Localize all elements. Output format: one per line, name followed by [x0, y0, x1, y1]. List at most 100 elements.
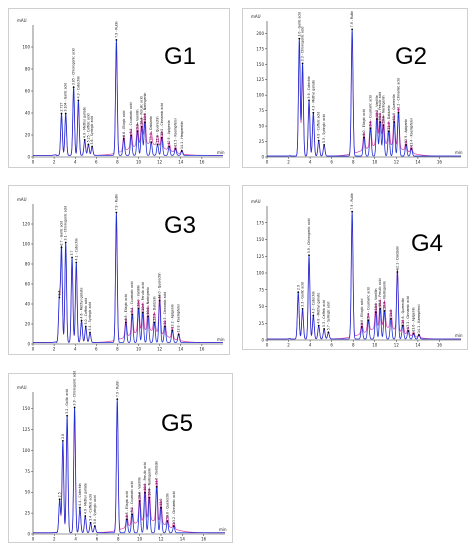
peak-marker [116, 398, 119, 400]
peak-marker [397, 111, 400, 114]
peak-label: 13.2 - Apigenin [170, 304, 174, 328]
peak-marker [297, 291, 300, 293]
peak-label: 5.4 - Caffeic acid [89, 494, 93, 521]
peak-marker [374, 311, 377, 314]
peak-label: 11.6 - Daidzein [155, 461, 159, 485]
peak-label: 12.2 - Cinnamic acid [396, 78, 400, 111]
peak-marker [418, 334, 420, 336]
peak-marker [71, 256, 73, 259]
y-tick-label: 80 [25, 67, 31, 72]
peak-marker [156, 143, 159, 146]
peak-marker [131, 313, 134, 316]
peak-label: 5.6 - Syringic acid [90, 116, 94, 145]
peak-marker [174, 147, 177, 150]
x-tick-label: 6 [330, 343, 333, 348]
peak-label: 13.4 - Kaempferol [409, 118, 413, 147]
peak-marker [166, 520, 169, 522]
peak-label: 10.9 - Naringenin [146, 287, 150, 315]
peak-label: 3.9 - Chlorogenic acid [73, 371, 77, 406]
peak-label: 3.9 - Catechin [307, 76, 311, 98]
peak-marker [115, 38, 118, 41]
peak-marker [150, 141, 153, 144]
peak-marker [351, 210, 354, 213]
peak-marker [376, 118, 378, 120]
peak-marker [412, 332, 415, 335]
peak-label: 7.9 - Rutin [350, 11, 354, 28]
chromatogram-g5-plot: mAU min 0 25 50 75 100 125 150 0 2 4 6 8 10 12 14 16 2.5 2.… [17, 371, 227, 542]
peak-marker [79, 506, 81, 509]
chart-body: mAU min 0 25 50 75 100 125 150 175 0 2 4 6 8 10 12 14 16 2.… [251, 193, 463, 347]
x-tick-label: 8 [117, 537, 120, 542]
peak-marker [401, 324, 404, 327]
peak-marker [155, 485, 158, 488]
x-tick-label: 2 [53, 537, 56, 542]
y-tick-label: 50 [25, 490, 31, 495]
peak-label: 13.8 - Kaempferol [177, 304, 181, 333]
x-tick-label: 10 [136, 160, 142, 165]
peak-label: 14.1 - Hesperetin [180, 121, 184, 149]
y-tick-label: 175 [256, 46, 264, 51]
x-tick-label: 4 [74, 160, 77, 165]
peak-marker [73, 406, 76, 409]
x-tick-label: 10 [372, 343, 378, 348]
y-tick-label: 75 [25, 469, 31, 474]
series-line-blue [33, 212, 223, 343]
peak-marker [367, 319, 370, 322]
y-axis-unit: mAU [251, 199, 261, 204]
peak-marker [317, 139, 320, 142]
peak-marker [124, 321, 127, 324]
peak-label: 4.3 - Catechin [76, 76, 80, 98]
peak-label: 4.8 - Methyl gallate [317, 293, 321, 324]
peak-marker [93, 525, 96, 527]
peak-label: 5.3 - Caffeic acid [322, 300, 326, 327]
peak-marker [136, 130, 139, 133]
y-tick-label: 50 [259, 124, 265, 129]
peak-label: 3.1 - Chlorogenic acid [64, 206, 68, 241]
peak-label: 13.2 - Cinnamic acid [172, 491, 176, 524]
x-tick-label: 16 [201, 537, 207, 542]
y-tick-label: 100 [256, 93, 264, 98]
peak-label: 12.6 - Querectin [165, 493, 169, 519]
x-tick-label: 14 [178, 347, 184, 352]
series-line-pink [33, 407, 225, 534]
x-tick-label: 2 [287, 160, 290, 165]
peak-marker [407, 330, 410, 332]
peak-label: 4.3 - Methyl gallate [311, 80, 315, 111]
peak-marker [84, 515, 87, 517]
peak-label: 3.0 - Gallic acid [297, 12, 301, 37]
panel-label-g4: G4 [411, 230, 444, 257]
x-tick-label: 4 [74, 537, 77, 542]
y-tick-label: 100 [256, 271, 264, 276]
peak-label: 12.5 - Cinnamic acid [163, 292, 167, 325]
peak-label: 8.8 - Ellagic acid [124, 294, 128, 320]
y-tick-label: 0 [261, 338, 264, 343]
peak-marker [143, 121, 146, 124]
chart-body: mAU min 0 25 50 75 100 125 150 175 200 0 2 4 6 8 10 12 14 1… [251, 11, 463, 165]
series-line-blue [267, 211, 461, 340]
x-tick-label: 8 [116, 160, 119, 165]
x-tick-label: 6 [95, 347, 98, 352]
peak-marker [58, 498, 61, 501]
peak-label: 2.727 [60, 102, 64, 111]
peak-marker [410, 147, 413, 150]
y-tick-label: 200 [256, 31, 264, 36]
peak-label: 11.3 - Daidzein [387, 105, 391, 129]
x-tick-label: 14 [180, 537, 186, 542]
panel-label-g1: G1 [164, 43, 197, 70]
y-tick-label: 100 [22, 242, 30, 247]
peak-label: 10.9 - Naringenin [382, 281, 386, 309]
peak-label: 12.2 - Cinnamic acid [160, 103, 164, 136]
peak-label: 10.8 - Naringenin [381, 95, 385, 123]
chromatogram-g3-plot: mAU min 0 20 40 60 80 100 120 0 2 4 6 8 10 12 14 16 2.5 2.7… [17, 194, 225, 352]
peak-marker [89, 521, 92, 524]
peak-marker [369, 127, 372, 130]
peak-marker [383, 309, 386, 312]
y-tick-label: 25 [25, 511, 31, 516]
peak-marker [160, 136, 163, 139]
peak-marker [72, 86, 75, 89]
y-tick-label: 40 [25, 302, 31, 307]
peak-label: 2.5 [57, 290, 61, 295]
peak-marker [379, 307, 382, 310]
x-tick-label: 2 [53, 160, 56, 165]
chart-body: mAU min 0 25 50 75 100 125 150 0 2 4 6 8 10 12 14 16 2.5 2.… [17, 371, 227, 542]
